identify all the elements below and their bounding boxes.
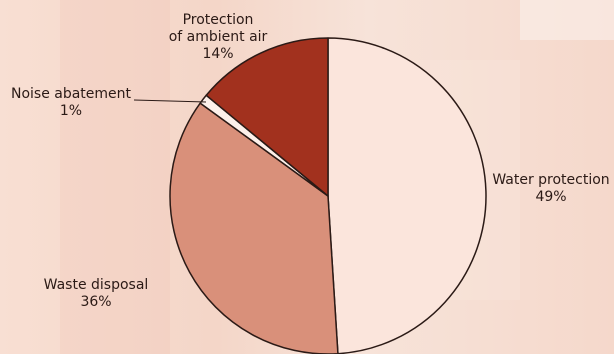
label-water-name: Water protection <box>492 172 610 188</box>
label-air-pct: 14% <box>202 46 234 62</box>
label-air-line1: Protection <box>182 12 254 28</box>
label-water-pct: 49% <box>535 189 567 205</box>
label-waste: Waste disposal 36% <box>36 277 156 311</box>
pie-slice-protection-of-ambient-air <box>205 37 329 197</box>
label-water: Water protection 49% <box>488 172 614 206</box>
pie-slices <box>169 37 487 354</box>
label-noise-name: Noise abatement <box>10 86 132 102</box>
label-waste-pct: 36% <box>80 294 112 310</box>
label-air-line2: of ambient air <box>168 29 268 45</box>
pie-slice-water-protection <box>327 37 487 354</box>
label-noise-pct: 1% <box>59 103 83 119</box>
noise-leader-line <box>133 99 207 103</box>
pie-slice-waste-disposal <box>169 102 339 354</box>
label-air: Protection of ambient air 14% <box>158 12 278 63</box>
label-waste-name: Waste disposal <box>43 277 149 293</box>
label-noise: Noise abatement 1% <box>8 86 134 120</box>
